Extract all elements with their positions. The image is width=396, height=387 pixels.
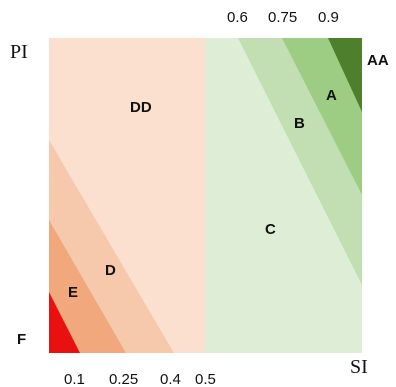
bottom-tick-0-4: 0.4 — [160, 371, 181, 387]
bottom-tick-0-1: 0.1 — [64, 371, 85, 387]
top-tick-0-75: 0.75 — [268, 9, 297, 26]
region-f-fill — [49, 292, 80, 353]
bottom-tick-0-25: 0.25 — [109, 371, 138, 387]
region-aa-fill — [328, 38, 362, 112]
top-tick-0-9: 0.9 — [318, 9, 339, 26]
region-label-e: E — [68, 284, 78, 301]
region-label-a: A — [326, 87, 337, 104]
y-axis-label: PI — [10, 41, 28, 63]
top-tick-0-6: 0.6 — [227, 9, 248, 26]
region-label-d: D — [105, 262, 116, 279]
region-a-fill — [282, 38, 362, 195]
plot-area — [49, 38, 362, 353]
bottom-tick-0-5: 0.5 — [195, 371, 216, 387]
region-label-aa: AA — [367, 52, 389, 69]
region-label-dd: DD — [130, 99, 152, 116]
region-e-fill — [49, 220, 126, 353]
x-axis-label: SI — [350, 356, 368, 378]
region-label-c: C — [265, 221, 276, 238]
region-label-f: F — [17, 331, 26, 348]
region-label-b: B — [294, 115, 305, 132]
